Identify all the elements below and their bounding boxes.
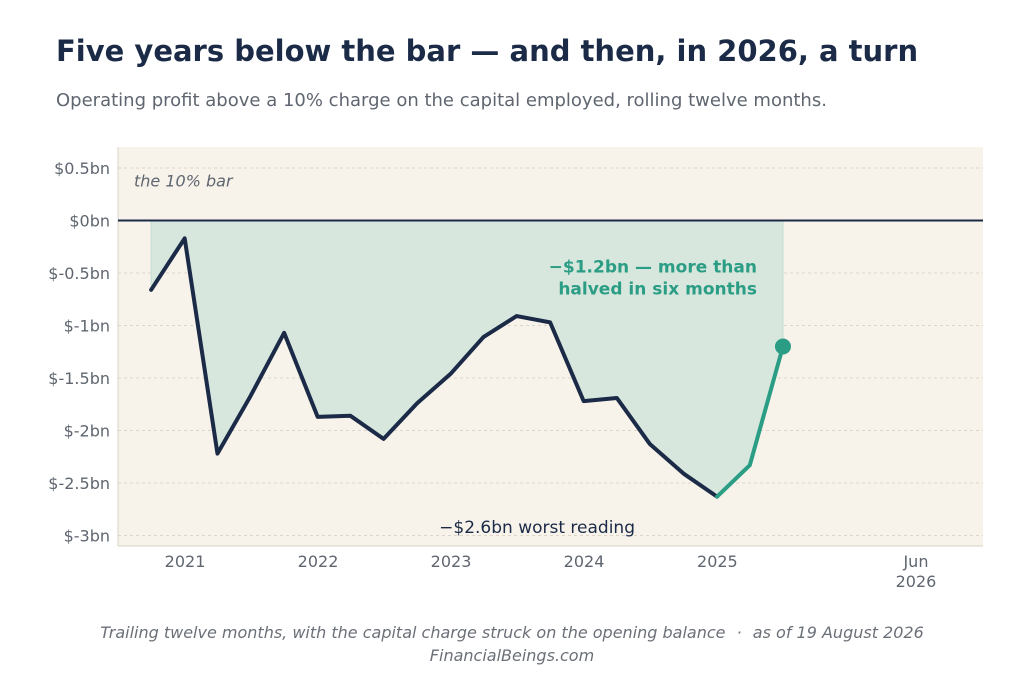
chart-title: Five years below the bar — and then, in … xyxy=(56,34,919,68)
ten-percent-bar-label: the 10% bar xyxy=(134,172,234,191)
footer-note: Trailing twelve months, with the capital… xyxy=(100,623,726,642)
y-tick-label: $-0.5bn xyxy=(48,264,110,283)
y-tick-label: $-1bn xyxy=(64,317,110,336)
x-axis: 2021 2022 2023 2024 2025 Jun 2026 xyxy=(165,552,937,591)
x-tick-label: 2021 xyxy=(165,552,206,571)
y-tick-label: $-1.5bn xyxy=(48,369,110,388)
x-tick-label: 2022 xyxy=(298,552,339,571)
series-line-turn xyxy=(715,344,785,499)
chart-footer: Trailing twelve months, with the capital… xyxy=(0,621,1024,667)
chart-subtitle: Operating profit above a 10% charge on t… xyxy=(56,90,827,111)
footer-separator: · xyxy=(736,623,742,642)
y-tick-label: $0.5bn xyxy=(54,159,110,178)
y-tick-label: $-3bn xyxy=(64,527,110,546)
x-tick-label: 2025 xyxy=(697,552,738,571)
y-tick-label: $0bn xyxy=(69,212,110,231)
y-axis: $0.5bn $0bn $-0.5bn $-1bn $-1.5bn $-2bn $-2.5b… xyxy=(48,159,110,546)
x-tick-label: Jun 2026 xyxy=(896,552,937,591)
footer-source: FinancialBeings.com xyxy=(429,646,595,665)
series-lines xyxy=(149,236,791,499)
annotations: −$1.2bn — more than halved in six months −… xyxy=(439,258,757,539)
annotation-worst: −$2.6bn worst reading xyxy=(439,518,635,538)
annotation-latest: −$1.2bn — more than halved in six months xyxy=(549,258,757,300)
series-line-history xyxy=(149,236,720,499)
footer-asof: as of 19 August 2026 xyxy=(752,623,924,642)
x-tick-label: 2024 xyxy=(564,552,605,571)
y-tick-label: $-2.5bn xyxy=(48,474,110,493)
y-tick-label: $-2bn xyxy=(64,422,110,441)
x-tick-label: 2023 xyxy=(431,552,472,571)
latest-point-marker xyxy=(774,338,791,355)
